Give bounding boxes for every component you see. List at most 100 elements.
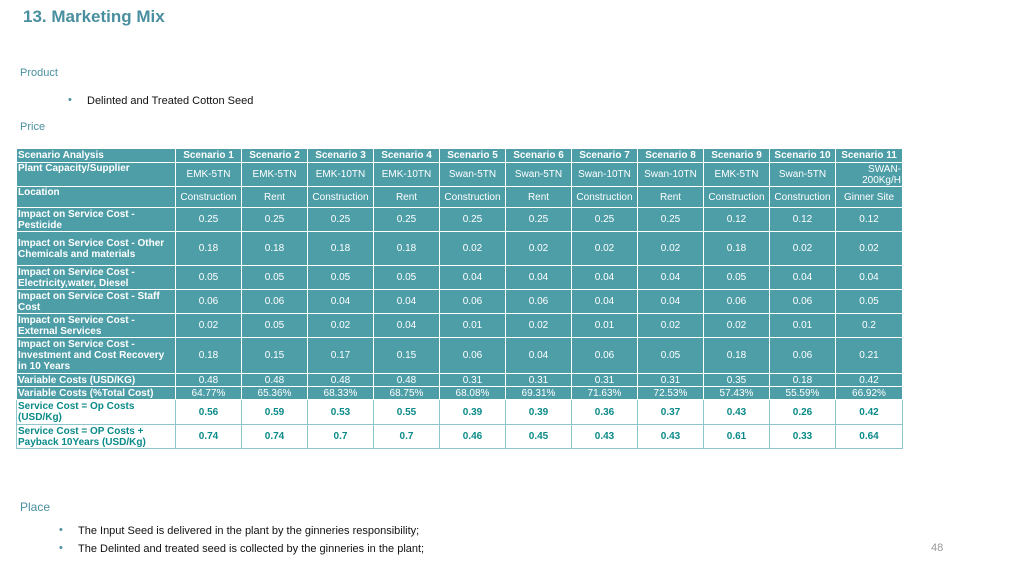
table-cell: 0.04 xyxy=(505,337,572,374)
table-cell: 0.18 xyxy=(175,231,242,266)
table-cell: 0.02 xyxy=(637,231,704,266)
table-cell: 0.48 xyxy=(241,373,308,387)
table-cell: SWAN-200Kg/H xyxy=(835,162,903,187)
table-cell: 72.53% xyxy=(637,386,704,400)
table-cell: 0.25 xyxy=(241,207,308,232)
table-row: Service Cost = OP Costs + Payback 10Year… xyxy=(16,424,903,449)
table-cell: 0.48 xyxy=(373,373,440,387)
table-cell: 0.64 xyxy=(835,424,903,449)
table-cell: 0.06 xyxy=(571,337,638,374)
table-cell: 0.06 xyxy=(703,289,770,314)
table-cell: 0.12 xyxy=(835,207,903,232)
row-label-cell: Impact on Service Cost - Staff Cost xyxy=(16,289,176,314)
table-cell: 0.05 xyxy=(835,289,903,314)
table-cell: 0.46 xyxy=(439,424,506,449)
table-cell: 0.02 xyxy=(703,313,770,338)
table-row: Variable Costs (%Total Cost) 64.77% 65.36%… xyxy=(16,386,903,400)
table-cell: 0.02 xyxy=(439,231,506,266)
row-label-cell: Impact on Service Cost - Investment and … xyxy=(16,337,176,374)
table-cell: 0.18 xyxy=(703,231,770,266)
table-cell: 0.18 xyxy=(373,231,440,266)
table-cell: Scenario 1 xyxy=(175,148,242,163)
table-cell: 0.35 xyxy=(703,373,770,387)
table-cell: 0.48 xyxy=(175,373,242,387)
table-cell: Scenario 7 xyxy=(571,148,638,163)
table-cell: 0.42 xyxy=(835,373,903,387)
table-cell: 0.05 xyxy=(241,313,308,338)
place-bullet-2: • The Delinted and treated seed is colle… xyxy=(59,542,425,555)
table-cell: 0.74 xyxy=(241,424,308,449)
row-label-cell: Impact on Service Cost - Electricity,wat… xyxy=(16,265,176,290)
table-cell: Construction xyxy=(307,186,374,208)
table-cell: Swan-5TN xyxy=(439,162,506,187)
table-cell: 0.06 xyxy=(769,289,836,314)
table-cell: 0.18 xyxy=(307,231,374,266)
table-cell: 0.15 xyxy=(241,337,308,374)
table-cell: 0.21 xyxy=(835,337,903,374)
table-cell: Swan-5TN xyxy=(769,162,836,187)
table-cell: 71.63% xyxy=(571,386,638,400)
table-cell: 0.2 xyxy=(835,313,903,338)
table-cell: 69.31% xyxy=(505,386,572,400)
table-cell: 0.04 xyxy=(571,289,638,314)
table-cell: 0.04 xyxy=(637,289,704,314)
scenario-table: Scenario Analysis Scenario 1 Scenario 2 Sce… xyxy=(16,148,903,449)
page-number: 48 xyxy=(931,542,944,554)
table-cell: 0.06 xyxy=(175,289,242,314)
product-bullet-text: Delinted and Treated Cotton Seed xyxy=(87,95,254,107)
table-row: Location Construction Rent Construction Rent… xyxy=(16,186,903,208)
table-cell: Rent xyxy=(637,186,704,208)
table-cell: EMK-10TN xyxy=(373,162,440,187)
place-bullet-text: The Delinted and treated seed is collect… xyxy=(78,543,425,555)
table-cell: 0.17 xyxy=(307,337,374,374)
table-cell: 0.37 xyxy=(637,399,704,425)
table-cell: 0.33 xyxy=(769,424,836,449)
table-cell: 0.02 xyxy=(505,231,572,266)
table-cell: 68.33% xyxy=(307,386,374,400)
table-cell: 68.08% xyxy=(439,386,506,400)
table-cell: 0.31 xyxy=(505,373,572,387)
table-cell: 0.04 xyxy=(571,265,638,290)
table-cell: 0.02 xyxy=(307,313,374,338)
table-cell: 0.31 xyxy=(571,373,638,387)
bullet-icon: • xyxy=(59,524,63,536)
table-cell: 0.45 xyxy=(505,424,572,449)
table-cell: 55.59% xyxy=(769,386,836,400)
table-cell: 0.48 xyxy=(307,373,374,387)
table-cell: Scenario 2 xyxy=(241,148,308,163)
table-cell: 0.06 xyxy=(505,289,572,314)
table-cell: 0.04 xyxy=(835,265,903,290)
table-cell: 0.04 xyxy=(373,313,440,338)
table-cell: 0.53 xyxy=(307,399,374,425)
table-cell: 0.01 xyxy=(439,313,506,338)
row-label-cell: Service Cost = Op Costs (USD/Kg) xyxy=(16,399,176,425)
table-cell: 0.04 xyxy=(505,265,572,290)
row-label-cell: Variable Costs (%Total Cost) xyxy=(16,386,176,400)
table-cell: 0.7 xyxy=(307,424,374,449)
table-cell: 0.43 xyxy=(637,424,704,449)
table-cell: 0.42 xyxy=(835,399,903,425)
table-cell: 0.55 xyxy=(373,399,440,425)
table-cell: Swan-10TN xyxy=(571,162,638,187)
table-cell: EMK-5TN xyxy=(703,162,770,187)
table-cell: 0.12 xyxy=(703,207,770,232)
table-cell: 0.02 xyxy=(835,231,903,266)
table-row: Impact on Service Cost - Electricity,wat… xyxy=(16,265,903,290)
table-cell: 0.56 xyxy=(175,399,242,425)
table-cell: 64.77% xyxy=(175,386,242,400)
table-cell: 0.05 xyxy=(637,337,704,374)
table-cell: 0.59 xyxy=(241,399,308,425)
table-cell: 0.18 xyxy=(703,337,770,374)
table-cell: 0.31 xyxy=(637,373,704,387)
table-cell: Scenario 5 xyxy=(439,148,506,163)
slide-title: 13. Marketing Mix xyxy=(23,7,165,26)
table-cell: 66.92% xyxy=(835,386,903,400)
table-cell: 0.43 xyxy=(703,399,770,425)
table-row: Plant Capacity/Supplier EMK-5TN EMK-5TN EMK… xyxy=(16,162,903,187)
table-row: Impact on Service Cost - Staff Cost 0.06 0… xyxy=(16,289,903,314)
table-row: Impact on Service Cost - Pesticide 0.25 0.… xyxy=(16,207,903,232)
table-cell: 0.43 xyxy=(571,424,638,449)
table-row: Impact on Service Cost - Other Chemicals… xyxy=(16,231,903,266)
table-cell: EMK-10TN xyxy=(307,162,374,187)
table-cell: 0.7 xyxy=(373,424,440,449)
